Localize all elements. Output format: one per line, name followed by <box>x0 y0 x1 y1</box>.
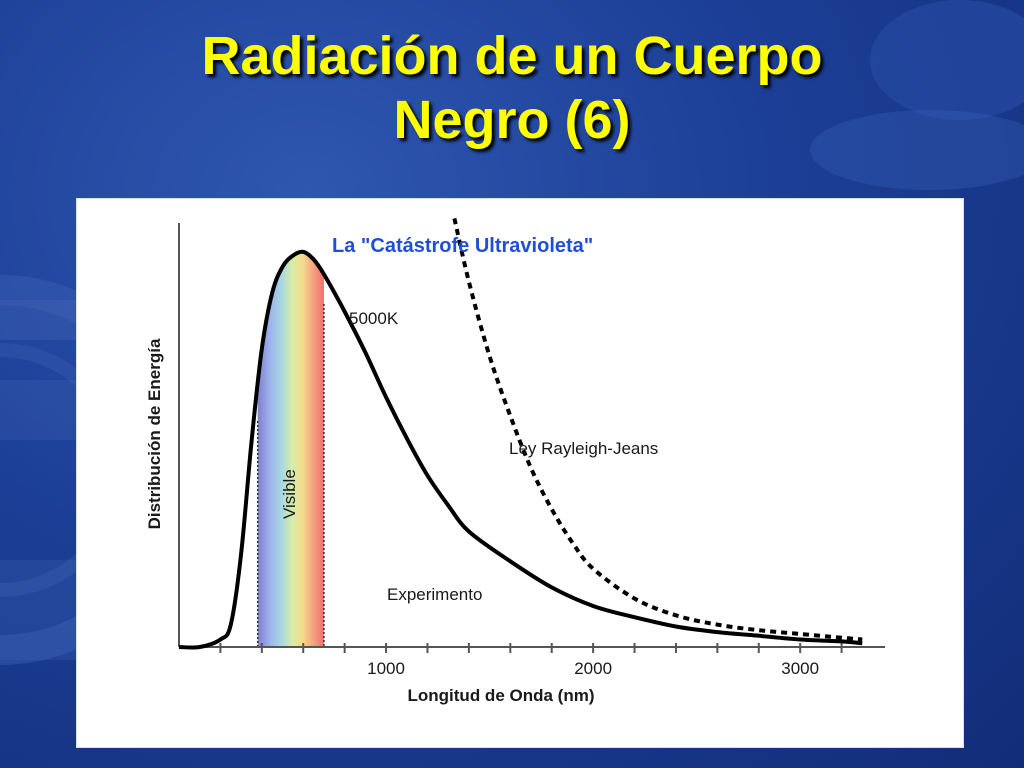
chart-title: La "Catástrofe Ultravioleta" <box>332 235 593 257</box>
x-axis-ticks: 1000 2000 3000 <box>367 659 819 678</box>
annotation-5000k: 5000K <box>349 309 399 328</box>
slide-title: Radiación de un Cuerpo Negro (6) <box>0 24 1024 152</box>
x-axis-label: Longitud de Onda (nm) <box>408 686 595 705</box>
blackbody-chart: 1000 2000 3000 La "Catástrofe Ultravioleta… <box>145 217 885 705</box>
annotation-rayleigh-jeans: Ley Rayleigh-Jeans <box>509 439 658 458</box>
x-axis-minor-ticks <box>219 643 843 653</box>
x-tick-label: 1000 <box>367 659 405 678</box>
y-axis-label: Distribución de Energía <box>145 338 164 529</box>
annotation-experimento: Experimento <box>387 585 482 604</box>
series-rayleigh-jeans <box>452 217 863 642</box>
slide-title-line2: Negro (6) <box>393 90 631 150</box>
chart-panel: 1000 2000 3000 La "Catástrofe Ultravioleta… <box>76 198 964 748</box>
annotation-visible: Visible <box>280 469 299 519</box>
series-experimento <box>178 249 863 650</box>
x-tick-label: 3000 <box>781 659 819 678</box>
slide-title-line1: Radiación de un Cuerpo <box>201 26 823 86</box>
visible-band <box>257 251 324 647</box>
x-tick-label: 2000 <box>574 659 612 678</box>
